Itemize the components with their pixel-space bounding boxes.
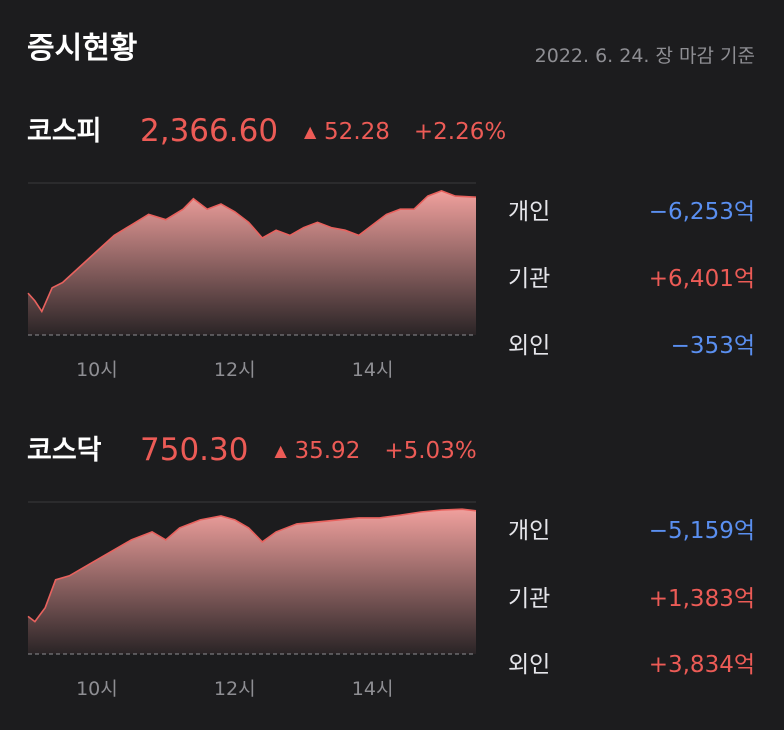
date: 2022. 6. 24. 장 마감 기준 — [534, 45, 755, 67]
change-pct: +5.03% — [384, 438, 477, 464]
investor-value: −6,253억 — [648, 199, 755, 225]
area — [28, 190, 476, 335]
line — [27, 190, 477, 314]
x-tick-label: 12시 — [214, 359, 256, 381]
x-tick-label: 12시 — [214, 678, 256, 700]
chart: 10시 12시 14시 — [27, 182, 477, 381]
investor-label: 기관 — [508, 266, 551, 292]
x-tick-label: 10시 — [76, 359, 118, 381]
x-tick-label: 14시 — [352, 359, 394, 381]
x-tick-label: 10시 — [76, 678, 118, 700]
change-pct: +2.26% — [413, 119, 507, 145]
investor-value: −353억 — [670, 333, 755, 359]
investor-value: −5,159억 — [648, 518, 755, 544]
investor-value: +1,383억 — [648, 586, 755, 612]
investor-label: 외인 — [508, 652, 551, 678]
market-name: 코스피 — [27, 116, 102, 147]
title: 증시현황 — [27, 31, 138, 66]
line — [27, 508, 477, 623]
investor-label: 기관 — [508, 586, 551, 612]
investor-label: 외인 — [508, 333, 551, 359]
change: 52.28 — [324, 119, 390, 145]
investor-value: +3,834억 — [648, 652, 755, 678]
chart: 10시 12시 14시 — [27, 501, 477, 700]
market-name: 코스닥 — [27, 435, 102, 466]
investor-label: 개인 — [508, 518, 551, 544]
change: 35.92 — [294, 438, 361, 464]
investor-label: 개인 — [508, 199, 551, 225]
price: 750.30 — [140, 432, 249, 468]
price: 2,366.60 — [140, 113, 279, 149]
x-tick-label: 14시 — [352, 678, 394, 700]
area — [28, 509, 476, 654]
investor-value: +6,401억 — [648, 266, 755, 292]
up-icon: ▲ — [304, 122, 317, 141]
up-icon: ▲ — [274, 441, 287, 460]
